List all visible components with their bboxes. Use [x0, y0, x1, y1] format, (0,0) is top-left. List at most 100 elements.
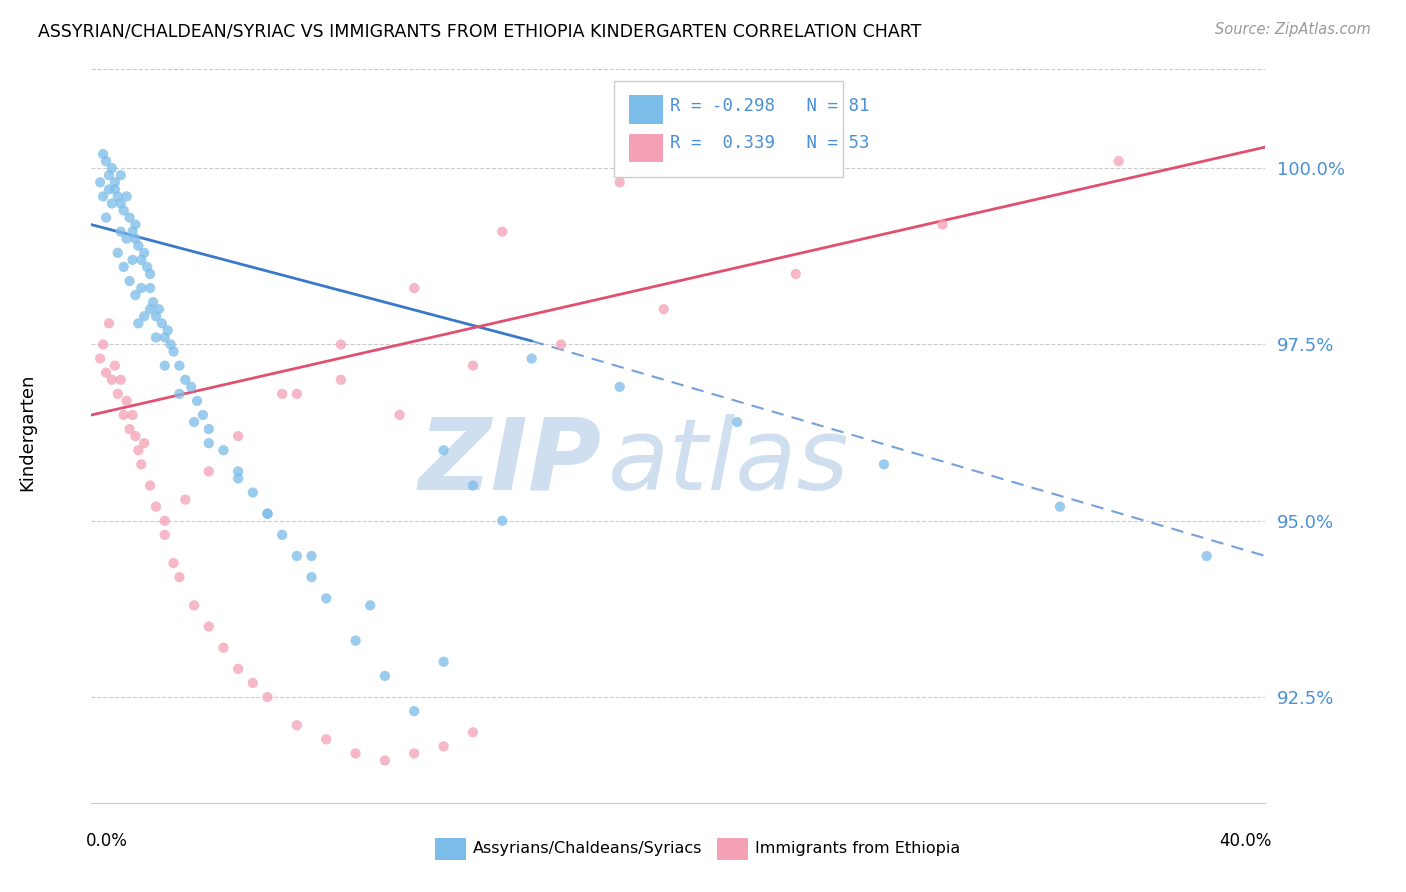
Point — [129, 458, 152, 472]
Point — [162, 344, 184, 359]
Point — [461, 725, 484, 739]
Point — [344, 633, 367, 648]
Point — [101, 373, 124, 387]
Point — [127, 239, 149, 253]
Point — [873, 458, 896, 472]
Point — [433, 655, 456, 669]
Point — [242, 676, 264, 690]
Point — [89, 351, 111, 366]
Point — [153, 514, 176, 528]
Text: 0.0%: 0.0% — [86, 832, 128, 850]
Point — [169, 570, 191, 584]
Point — [139, 267, 162, 281]
Point — [226, 471, 249, 485]
Point — [139, 281, 162, 295]
Point — [94, 211, 117, 225]
Point — [110, 168, 132, 182]
Y-axis label: Kindergarten: Kindergarten — [18, 374, 35, 491]
Point — [89, 175, 111, 189]
Point — [134, 310, 156, 324]
Point — [94, 366, 117, 380]
Point — [404, 281, 426, 295]
Point — [1049, 500, 1071, 514]
Point — [112, 260, 135, 274]
Point — [98, 168, 121, 182]
Point — [150, 316, 173, 330]
Point — [115, 232, 138, 246]
FancyBboxPatch shape — [628, 95, 664, 124]
Point — [153, 528, 176, 542]
Point — [183, 599, 205, 613]
Point — [127, 316, 149, 330]
Point — [156, 323, 179, 337]
Point — [110, 373, 132, 387]
Point — [242, 485, 264, 500]
Point — [101, 161, 124, 176]
Point — [404, 704, 426, 718]
Point — [112, 408, 135, 422]
Point — [226, 464, 249, 478]
Point — [115, 393, 138, 408]
Point — [169, 359, 191, 373]
Point — [134, 245, 156, 260]
Point — [212, 640, 235, 655]
Point — [186, 393, 208, 408]
Point — [110, 196, 132, 211]
Point — [550, 337, 572, 351]
Point — [226, 429, 249, 443]
Point — [115, 189, 138, 203]
Point — [91, 337, 114, 351]
FancyBboxPatch shape — [614, 81, 842, 178]
Point — [118, 422, 141, 436]
Point — [285, 549, 308, 563]
Text: Assyrians/Chaldeans/Syriacs: Assyrians/Chaldeans/Syriacs — [472, 841, 703, 856]
FancyBboxPatch shape — [436, 838, 465, 860]
Point — [129, 281, 152, 295]
Text: ASSYRIAN/CHALDEAN/SYRIAC VS IMMIGRANTS FROM ETHIOPIA KINDERGARTEN CORRELATION CH: ASSYRIAN/CHALDEAN/SYRIAC VS IMMIGRANTS F… — [38, 22, 921, 40]
Point — [315, 591, 337, 606]
Point — [461, 478, 484, 492]
Point — [159, 337, 181, 351]
Point — [256, 507, 278, 521]
Text: Immigrants from Ethiopia: Immigrants from Ethiopia — [755, 841, 960, 856]
Point — [124, 288, 146, 302]
Point — [226, 662, 249, 676]
Point — [104, 175, 127, 189]
Point — [1108, 154, 1130, 169]
Point — [180, 380, 202, 394]
Point — [256, 507, 278, 521]
Point — [271, 528, 294, 542]
Point — [107, 245, 129, 260]
Point — [136, 260, 159, 274]
Point — [404, 747, 426, 761]
Point — [359, 599, 381, 613]
Point — [121, 225, 143, 239]
Point — [162, 556, 184, 570]
Point — [433, 739, 456, 754]
Point — [388, 408, 411, 422]
Point — [609, 380, 631, 394]
Point — [197, 464, 219, 478]
Point — [112, 203, 135, 218]
Point — [725, 415, 748, 429]
Point — [153, 330, 176, 344]
Point — [652, 302, 675, 317]
Point — [104, 182, 127, 196]
Text: 40.0%: 40.0% — [1219, 832, 1271, 850]
Point — [755, 147, 778, 161]
Point — [785, 267, 807, 281]
Point — [169, 387, 191, 401]
Text: ZIP: ZIP — [419, 414, 602, 511]
Point — [101, 196, 124, 211]
Point — [148, 302, 170, 317]
Point — [129, 252, 152, 267]
Point — [609, 175, 631, 189]
Point — [212, 443, 235, 458]
Point — [197, 422, 219, 436]
Point — [374, 754, 396, 768]
Point — [145, 500, 167, 514]
Point — [174, 373, 197, 387]
Point — [197, 619, 219, 633]
Point — [344, 747, 367, 761]
Point — [91, 147, 114, 161]
